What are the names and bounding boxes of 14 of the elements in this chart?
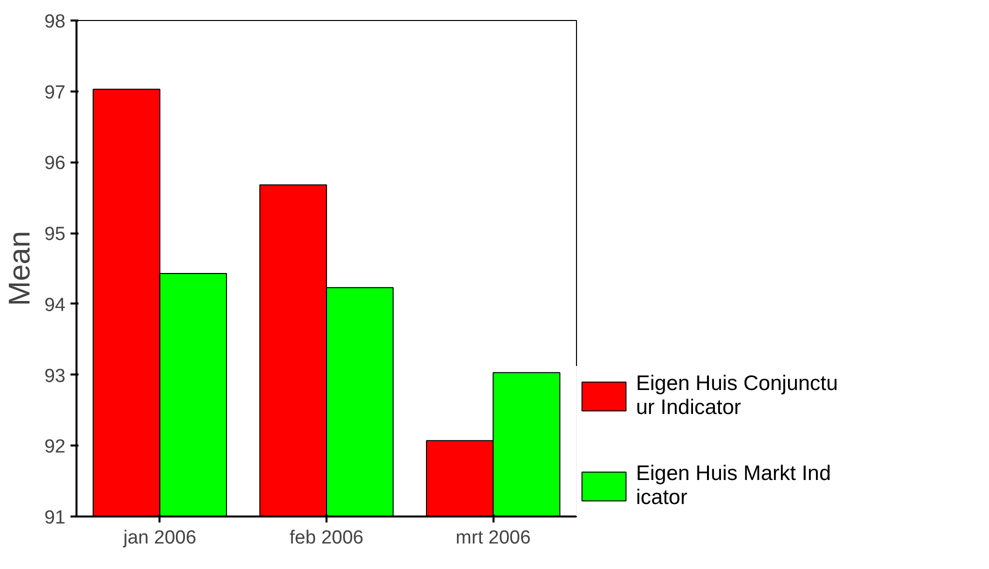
y-tick-label: 98 [44,12,66,32]
y-tick-label: 96 [44,153,66,174]
legend-label: Eigen Huis Markt Ind icator [636,461,831,511]
y-tick-label: 92 [44,436,66,458]
y-axis-title: Mean [3,230,36,306]
legend-label: Eigen Huis Conjunctu ur Indicator [636,371,838,421]
y-tick-label: 95 [44,224,66,246]
y-tick-label: 94 [44,294,66,316]
y-tick-label: 93 [44,366,66,387]
x-tick-label: jan 2006 [122,528,196,548]
x-tick-label: mrt 2006 [456,528,531,548]
y-tick-label: 97 [44,82,66,104]
x-tick-label: feb 2006 [290,528,364,548]
y-tick-label: 91 [44,508,66,528]
